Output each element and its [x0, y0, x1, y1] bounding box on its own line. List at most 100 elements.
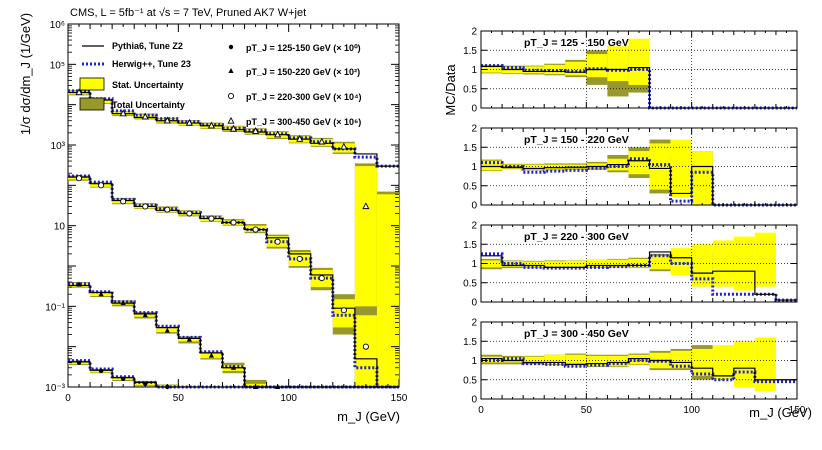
- legend-total-label: Total Uncertainty: [112, 100, 185, 110]
- legend-stat-swatch: [79, 77, 105, 91]
- ratio-y-tick-label: 2: [471, 124, 477, 135]
- data-point-s3-b2: [120, 376, 126, 381]
- data-point-s3-b0: [76, 360, 82, 365]
- ratio-x-tick-label: 50: [581, 405, 593, 416]
- ratio-stat-band: [691, 348, 713, 376]
- x-tick-label: 0: [65, 393, 71, 404]
- stat-band-s1-b12: [332, 299, 355, 328]
- data-point-s0-b4: [163, 116, 171, 124]
- ratio-stat-band: [544, 354, 566, 365]
- legend-herwig-label: Herwig++, Tune 23: [112, 59, 191, 69]
- ratio-x-tick-label: 150: [789, 405, 806, 416]
- main-bands: [68, 90, 399, 388]
- data-point-s2-b6: [208, 352, 215, 358]
- ratio-stat-band: [649, 255, 671, 270]
- y-axis-label-text: 1/σ dσ/dm_J (1/GeV): [18, 13, 33, 135]
- ratio-stat-band: [544, 261, 566, 268]
- stat-band-s1-b13: [354, 315, 377, 387]
- y-tick-label: 10⁻³: [45, 383, 65, 394]
- legend-bin2-marker: [228, 68, 234, 73]
- ratio-stat-band: [586, 259, 608, 268]
- legend-bin4-label: pT_J = 300-450 GeV (× 10⁶): [246, 117, 361, 127]
- main-axes: 10⁻³10⁻¹1010³10⁵10⁷10⁶050100150: [45, 20, 408, 404]
- data-point-s3-b3: [143, 381, 148, 387]
- data-point-s1-b13: [362, 343, 369, 350]
- data-point-s2-b5: [186, 336, 192, 342]
- y-tick-label: 10⁻¹: [45, 302, 65, 313]
- x-tick-label: 50: [173, 393, 185, 404]
- data-point-s2-b3: [142, 312, 148, 318]
- y-tick-label: 10⁵: [50, 60, 65, 71]
- data-point-s1-b1: [98, 182, 105, 189]
- ratio-y-tick-label: 1.5: [463, 143, 477, 154]
- ratio-y-axis-label: MC/Data: [443, 64, 458, 116]
- data-point-s2-b0: [76, 281, 82, 287]
- ratio-stat-band: [628, 258, 650, 268]
- main-distribution-panel: 10⁻³10⁻¹1010³10⁵10⁷10⁶050100150 CMS, L =…: [18, 7, 408, 424]
- ratio-y-tick-label: 0.5: [463, 278, 477, 289]
- ratio-stat-band: [607, 46, 629, 82]
- y-tick-label: 10: [54, 222, 66, 233]
- main-title: CMS, L = 5fb⁻¹ at √s = 7 TeV, Pruned AK7…: [70, 7, 306, 19]
- x-tick-label: 100: [280, 393, 297, 404]
- legend-bin1-marker: [228, 44, 234, 50]
- data-point-s0-b0: [75, 88, 83, 96]
- ratio-stat-band: [628, 151, 650, 175]
- ratio-panel-3: 0 0.5 1 1.5 2 pT_J = 220 - 300 GeV: [463, 221, 798, 309]
- ratio-pythia-line: [481, 357, 797, 381]
- ratio-stat-band: [523, 261, 545, 268]
- legend-bin3-marker: [227, 92, 235, 100]
- ratio-pythia-line: [481, 160, 797, 206]
- ratio-stat-band: [628, 38, 650, 85]
- data-point-s2-b1: [98, 291, 104, 297]
- legend-bin4-marker: [227, 116, 235, 124]
- ratio-stat-band: [733, 341, 755, 388]
- ratio-stat-band: [691, 151, 713, 205]
- ratio-stat-band: [607, 259, 629, 267]
- ratio-stat-band: [670, 139, 692, 198]
- data-point-s1-b7: [230, 219, 237, 226]
- legend-bin2-label: pT_J = 150-220 GeV (× 10²): [246, 67, 360, 77]
- main-mc-lines: [68, 89, 399, 389]
- data-point-s0-b2: [119, 109, 127, 117]
- ratio-stat-band: [670, 350, 692, 369]
- main-y-axis-label: 1/σ dσ/dm_J (1/GeV): [18, 13, 33, 135]
- ratio-y-tick-label: 0: [471, 298, 477, 309]
- ratio-stat-band: [754, 232, 776, 287]
- ratio-stat-band: [481, 160, 503, 171]
- ratio-stat-band: [544, 64, 566, 75]
- ratio-y-tick-label: 0.5: [463, 84, 477, 95]
- ratio-stat-band: [565, 260, 587, 268]
- data-point-s0-b10: [296, 134, 304, 142]
- pythia-line-s1: [68, 176, 399, 388]
- data-point-s1-b3: [142, 203, 149, 210]
- ratio-y-tick-label: 0.5: [463, 181, 477, 192]
- ratio-stat-band: [565, 164, 587, 169]
- ratio-stat-band: [481, 65, 503, 73]
- ratio-y-tick-label: 2: [471, 221, 477, 232]
- data-point-s0-b12: [340, 142, 348, 150]
- ratio-y-tick-label: 0: [471, 201, 477, 212]
- ratio-x-tick-label: 0: [478, 405, 484, 416]
- data-point-s1-b6: [208, 215, 215, 222]
- data-point-s2-b7: [230, 364, 237, 370]
- data-point-s0-b5: [185, 118, 193, 126]
- ratio-panel-label: pT_J = 150 - 220 GeV: [524, 134, 629, 146]
- ratio-stat-band: [586, 54, 608, 78]
- data-point-s1-b0: [75, 175, 83, 182]
- data-point-s1-b9: [274, 238, 281, 245]
- data-point-s1-b4: [164, 206, 171, 213]
- data-point-s1-b12: [340, 307, 347, 314]
- main-x-axis-label: m_J (GeV): [337, 409, 400, 424]
- ratio-y-tick-label: 1: [471, 162, 477, 173]
- legend-total-swatch: [79, 97, 105, 111]
- data-point-s1-b8: [252, 226, 259, 233]
- ratio-y-tick-label: 2: [471, 318, 477, 329]
- ratio-stat-band: [502, 164, 524, 169]
- data-point-s0-b7: [229, 124, 238, 132]
- ratio-stat-band: [565, 354, 587, 367]
- ratio-stat-band: [565, 61, 587, 76]
- data-point-s0-b9: [274, 130, 282, 138]
- data-point-s0-b11: [318, 137, 326, 145]
